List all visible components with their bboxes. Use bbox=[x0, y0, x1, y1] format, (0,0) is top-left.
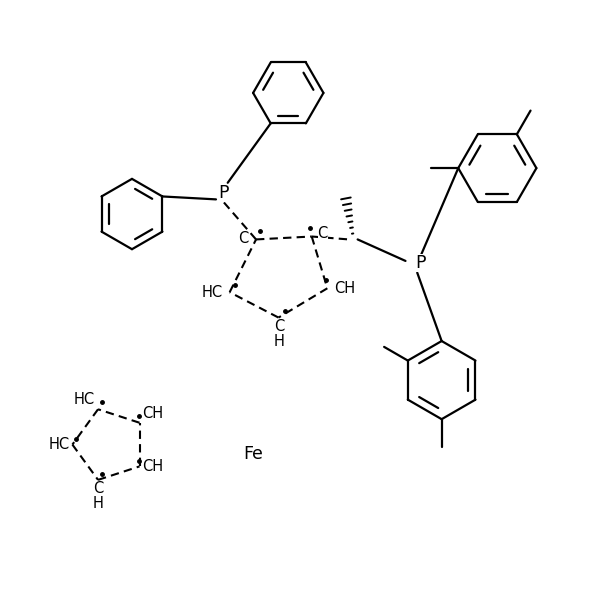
Text: C: C bbox=[93, 481, 103, 496]
Text: Fe: Fe bbox=[244, 445, 263, 463]
Text: CH: CH bbox=[142, 406, 164, 421]
Text: HC: HC bbox=[49, 437, 70, 452]
Text: HC: HC bbox=[74, 392, 95, 407]
Text: C: C bbox=[317, 226, 328, 241]
Text: P: P bbox=[415, 254, 425, 272]
Text: H: H bbox=[92, 496, 103, 511]
Text: CH: CH bbox=[142, 459, 164, 474]
Text: C: C bbox=[274, 319, 284, 334]
Text: H: H bbox=[274, 334, 285, 349]
Text: CH: CH bbox=[334, 281, 355, 296]
Text: HC: HC bbox=[202, 284, 223, 299]
Text: C: C bbox=[238, 231, 248, 246]
Text: P: P bbox=[218, 184, 229, 202]
